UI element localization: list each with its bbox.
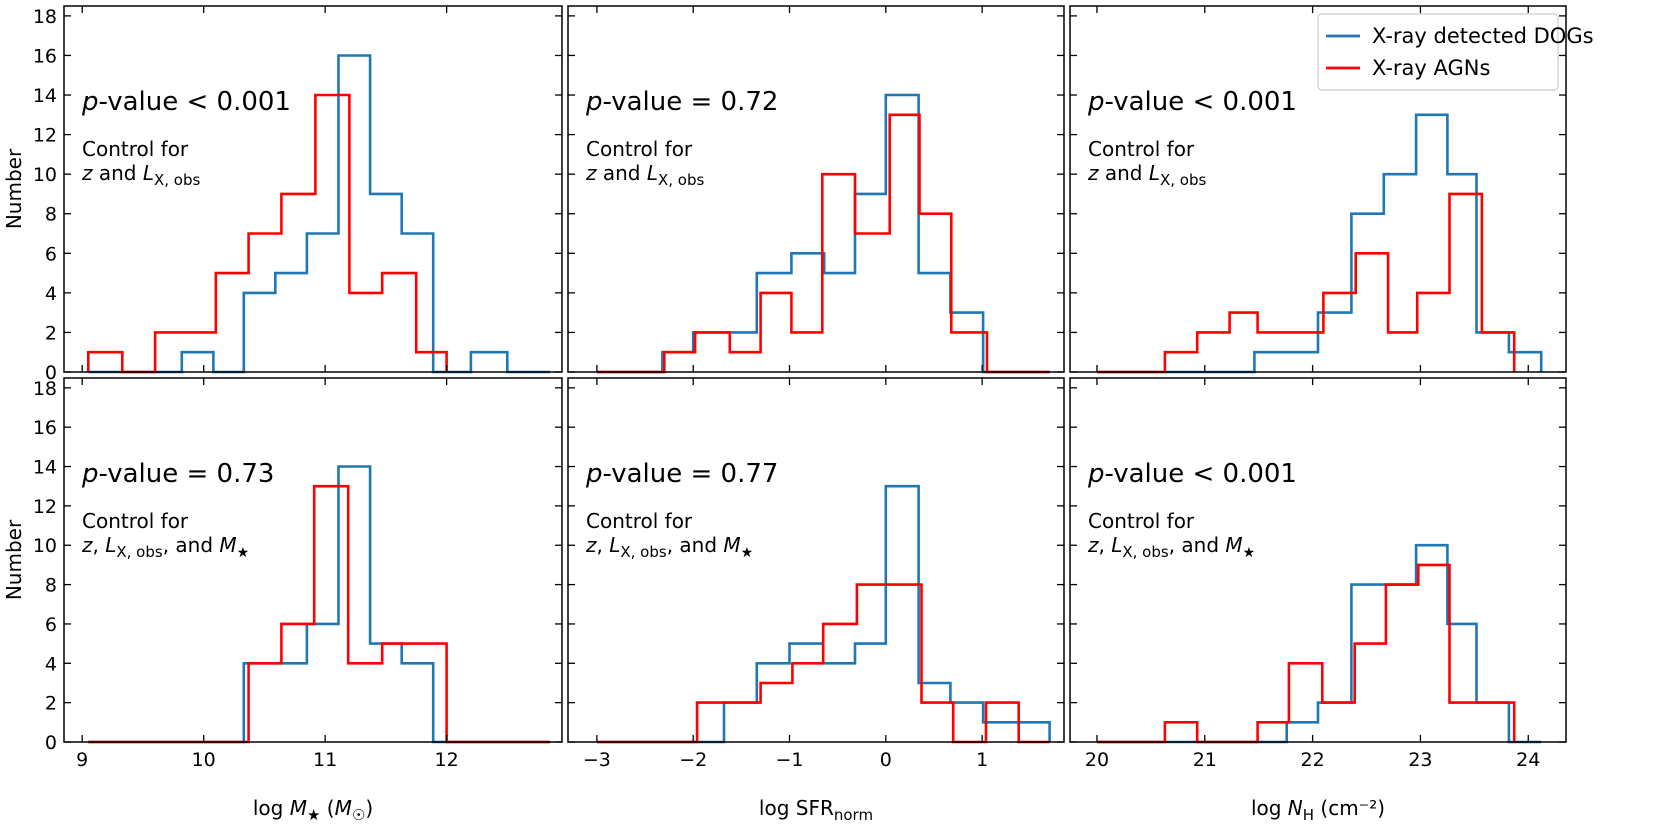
xtick-label: 24 bbox=[1516, 749, 1540, 771]
axes-frame-r2c2 bbox=[567, 377, 1065, 743]
pvalue-label-r2c3: p-value < 0.001 bbox=[1087, 459, 1297, 489]
panel-r1c1: 0 2 4 6 8 10 12 14 16 18 p-value < 0.001 Control fo… bbox=[33, 5, 563, 384]
control-label-line2-r2c2: z, LX, obs​, and M★​ bbox=[585, 533, 753, 561]
control-label-line1-r2c1: Control for bbox=[82, 509, 189, 533]
ytick-label: 18 bbox=[33, 6, 57, 28]
histogram-agns-r2c1 bbox=[88, 484, 550, 744]
histogram-dogs-r2c2 bbox=[596, 484, 1051, 744]
pvalue-label-r1c1: p-value < 0.001 bbox=[81, 87, 291, 117]
ytick-label: 2 bbox=[45, 322, 57, 344]
pvalue-label-r1c3: p-value < 0.001 bbox=[1087, 87, 1297, 117]
xtick-label: 10 bbox=[192, 749, 216, 771]
ytick-label: 2 bbox=[45, 693, 57, 715]
ytick-label: 14 bbox=[33, 457, 57, 479]
xtick-label: 12 bbox=[435, 749, 459, 771]
control-label-line1-r2c3: Control for bbox=[1088, 509, 1195, 533]
ytick-label: 12 bbox=[33, 125, 57, 147]
xtick-label: −1 bbox=[776, 749, 804, 771]
axes-frame-r1c2 bbox=[567, 5, 1065, 373]
pvalue-label-r2c1: p-value = 0.73 bbox=[81, 459, 274, 489]
xtick-label: 20 bbox=[1085, 749, 1109, 771]
histogram-agns-r2c2 bbox=[596, 583, 1050, 744]
ytick-label: 6 bbox=[45, 243, 57, 265]
axes-frame-r2c3 bbox=[1069, 377, 1567, 743]
ytick-label: 16 bbox=[33, 417, 57, 439]
ytick-label: 0 bbox=[45, 362, 57, 384]
xtick-label: 9 bbox=[76, 749, 88, 771]
pvalue-label-r2c2: p-value = 0.77 bbox=[585, 459, 778, 489]
xtick-label: −3 bbox=[583, 749, 611, 771]
histogram-agns-r1c3 bbox=[1097, 192, 1516, 374]
control-label-line2-r1c1: z and LX, obs​ bbox=[81, 161, 201, 189]
ytick-label: 10 bbox=[33, 164, 57, 186]
histogram-agns-r2c3 bbox=[1097, 563, 1516, 744]
ytick-label: 4 bbox=[45, 653, 57, 675]
histogram-agns-r1c2 bbox=[596, 113, 1050, 374]
control-label-line1-r2c2: Control for bbox=[586, 509, 693, 533]
ytick-label: 0 bbox=[45, 732, 57, 754]
control-label-line2-r1c3: z and LX, obs​ bbox=[1087, 161, 1207, 189]
axes-frame-r1c3 bbox=[1069, 5, 1567, 373]
ylabel-row-1: Number bbox=[2, 148, 26, 229]
ytick-label: 12 bbox=[33, 496, 57, 518]
ytick-label: 4 bbox=[45, 283, 57, 305]
control-label-line1-r1c3: Control for bbox=[1088, 137, 1195, 161]
control-label-line1-r1c1: Control for bbox=[82, 137, 189, 161]
control-label-line2-r2c3: z, LX, obs​, and M★​ bbox=[1087, 533, 1255, 561]
pvalue-label-r1c2: p-value = 0.72 bbox=[585, 87, 778, 117]
xlabel-col-3: log NH (cm⁻²) bbox=[1251, 796, 1385, 824]
legend: X-ray detected DOGs X-ray AGNs bbox=[1317, 13, 1594, 91]
xtick-label: 0 bbox=[880, 749, 892, 771]
xlabel-col-1: log M★ (M☉) bbox=[253, 796, 373, 824]
ytick-label: 18 bbox=[33, 378, 57, 400]
axes-frame-r1c1 bbox=[63, 5, 563, 373]
xtick-label: 11 bbox=[313, 749, 337, 771]
histogram-dogs-r2c3 bbox=[1097, 543, 1542, 744]
control-label-line1-r1c2: Control for bbox=[586, 137, 693, 161]
xtick-label: 21 bbox=[1193, 749, 1217, 771]
ytick-label: 8 bbox=[45, 204, 57, 226]
ytick-label: 16 bbox=[33, 45, 57, 67]
panel-r2c1: 0 2 4 6 8 10 12 14 16 18 9 10 11 12 p-value = 0.73 Cont… bbox=[33, 377, 563, 771]
ytick-label: 14 bbox=[33, 85, 57, 107]
xtick-label: −2 bbox=[679, 749, 707, 771]
xtick-label: 22 bbox=[1301, 749, 1325, 771]
histogram-dogs-r2c1 bbox=[88, 465, 550, 744]
legend-box bbox=[1317, 13, 1559, 91]
control-label-line2-r2c1: z, LX, obs​, and M★​ bbox=[81, 533, 249, 561]
xlabel-col-2: log SFRnorm bbox=[759, 796, 873, 824]
axes-frame-r2c1 bbox=[63, 377, 563, 743]
xtick-label: 1 bbox=[976, 749, 988, 771]
ytick-label: 8 bbox=[45, 575, 57, 597]
legend-label-2: X-ray AGNs bbox=[1372, 56, 1490, 80]
xtick-label: 23 bbox=[1408, 749, 1432, 771]
legend-label-1: X-ray detected DOGs bbox=[1372, 24, 1594, 48]
ytick-label: 10 bbox=[33, 535, 57, 557]
control-label-line2-r1c2: z and LX, obs​ bbox=[585, 161, 705, 189]
ylabel-row-2: Number bbox=[2, 519, 26, 600]
ytick-label: 6 bbox=[45, 614, 57, 636]
